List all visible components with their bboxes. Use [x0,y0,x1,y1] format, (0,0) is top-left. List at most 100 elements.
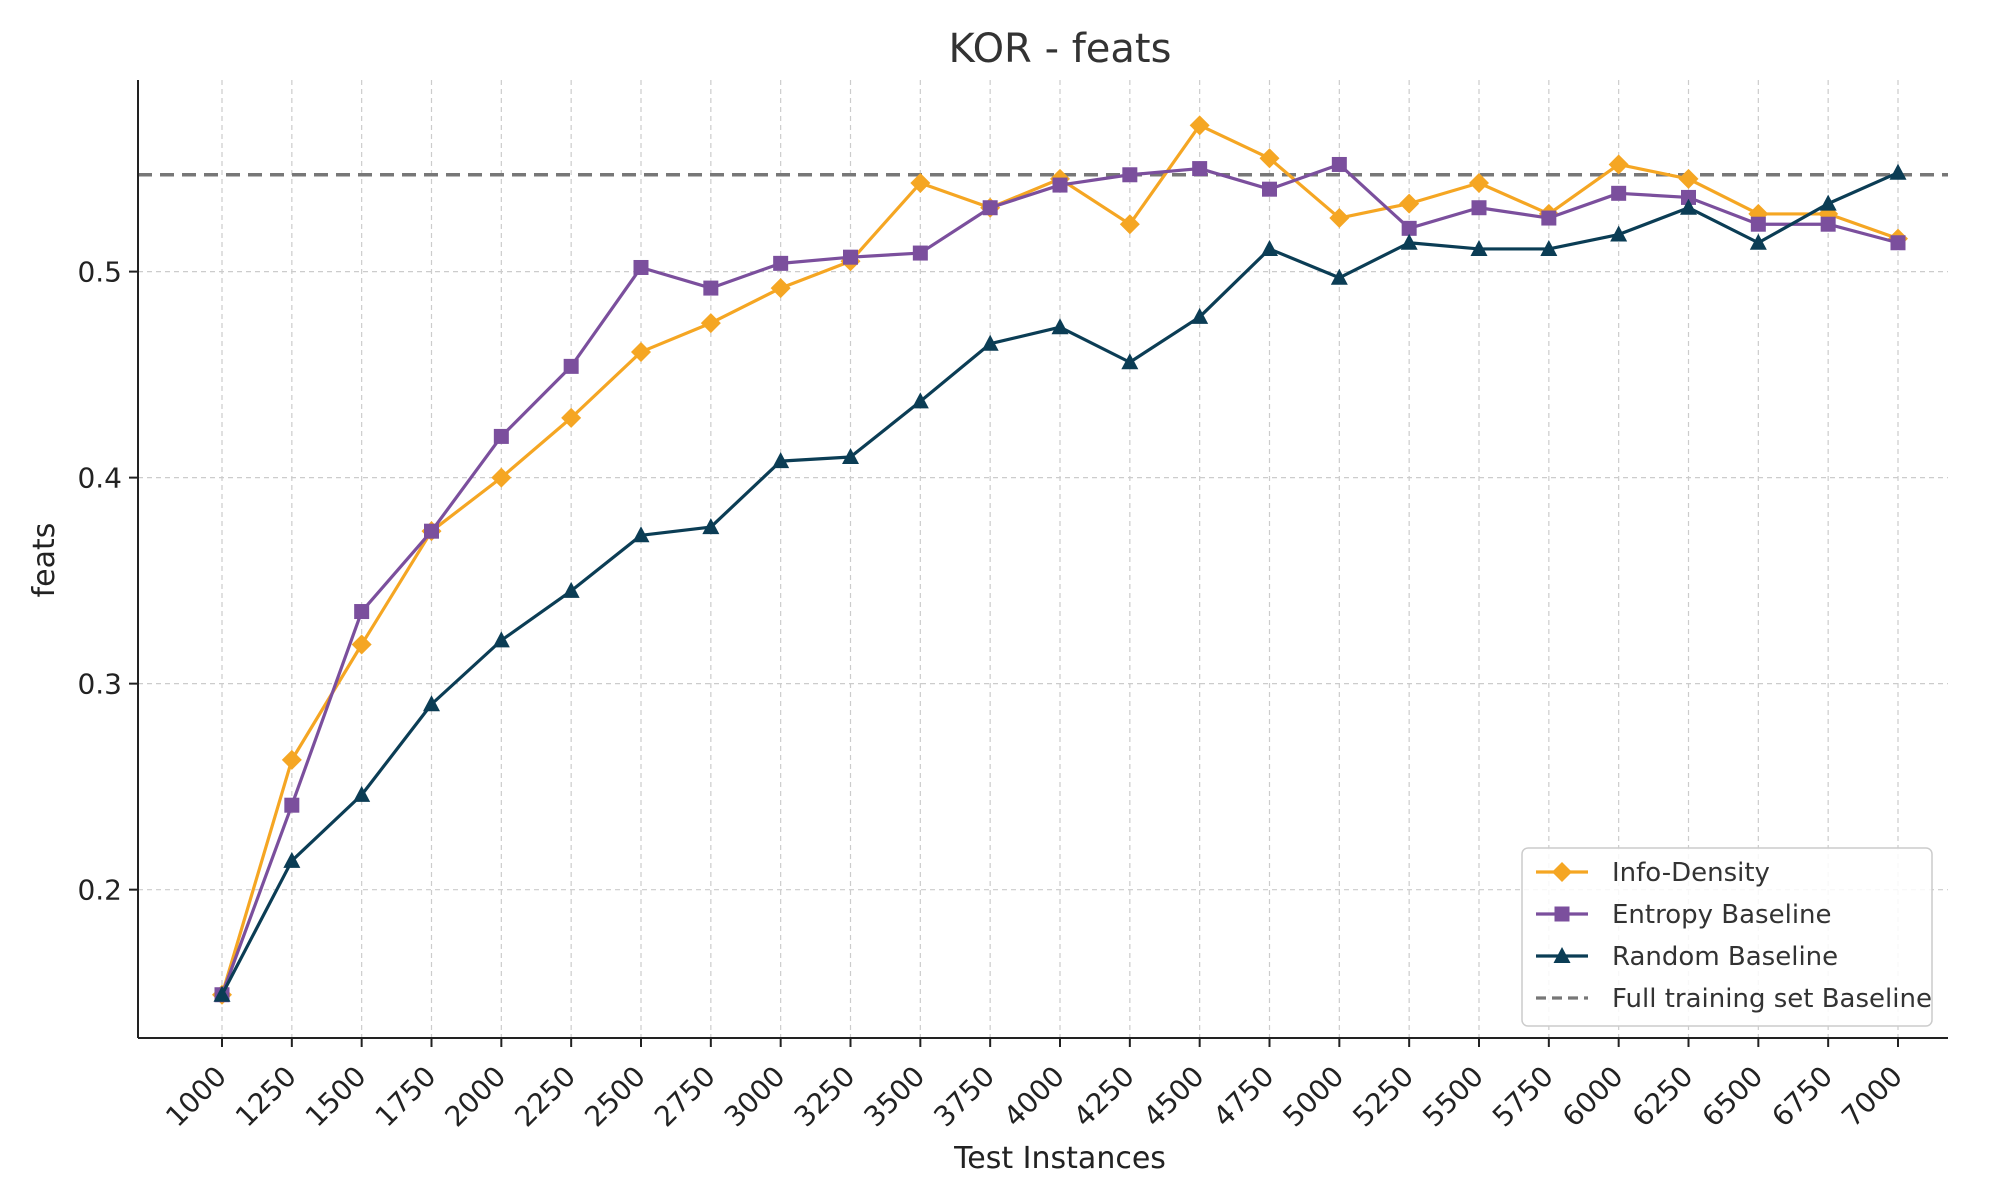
data-point-entropy-baseline [563,358,579,374]
data-point-random-baseline [911,392,929,409]
data-point-entropy-baseline [284,797,300,813]
data-point-random-baseline [842,448,859,465]
legend-item-entropy-baseline: Entropy Baseline [1536,900,1832,930]
data-point-entropy-baseline [1262,181,1277,197]
legend-marker [1552,862,1572,882]
data-point-info-density [631,341,651,362]
data-point-random-baseline [1051,318,1069,335]
legend-label: Entropy Baseline [1612,900,1832,930]
data-point-info-density [700,313,721,334]
data-point-info-density [1608,154,1629,175]
x-tick-label: 1000 [159,1060,233,1134]
data-point-entropy-baseline [982,200,998,216]
x-tick-label: 4250 [1067,1060,1141,1134]
x-tick-label: 4500 [1137,1060,1211,1134]
x-tick-label: 3000 [718,1060,792,1134]
y-ticks: 0.2 0.3 0.4 0.5 [77,256,138,907]
data-point-entropy-baseline [1192,161,1208,177]
y-tick-label: 0.3 [77,668,122,701]
data-point-random-baseline [1330,268,1348,285]
data-point-random-baseline [562,581,580,598]
data-point-entropy-baseline [1820,216,1836,232]
data-point-random-baseline [1610,225,1628,242]
x-tick-label: 2500 [578,1060,652,1134]
data-point-random-baseline [492,631,510,648]
data-point-entropy-baseline [354,604,370,620]
legend: Info-Density Entropy Baseline Random Basel… [1521,847,1933,1027]
x-tick-label: 2000 [439,1060,513,1134]
data-point-random-baseline [632,526,650,543]
grid-lines [138,80,1948,1038]
legend-label: Full training set Baseline [1612,984,1932,1014]
y-tick-label: 0.2 [77,874,122,907]
data-point-info-density [910,173,931,194]
legend-item-random-baseline: Random Baseline [1536,942,1838,972]
x-tick-label: 3750 [927,1060,1001,1134]
x-tick-label: 2250 [508,1060,582,1134]
data-point-random-baseline [283,851,301,868]
data-point-random-baseline [423,695,440,712]
x-tick-label: 5250 [1346,1060,1420,1134]
data-point-random-baseline [1680,198,1697,215]
data-point-entropy-baseline [912,245,928,261]
data-point-entropy-baseline [1331,156,1347,172]
data-point-entropy-baseline [424,523,439,539]
data-point-random-baseline [213,985,231,1002]
data-point-entropy-baseline [1401,220,1417,236]
data-point-info-density [1259,148,1280,169]
x-tick-label: 4750 [1207,1060,1281,1134]
y-tick-label: 0.4 [77,462,122,495]
data-point-random-baseline [1191,307,1209,324]
x-tick-label: 5500 [1416,1060,1490,1134]
x-tick-label: 6750 [1765,1060,1839,1134]
y-tick-label: 0.5 [77,256,122,289]
data-point-info-density [1399,193,1420,214]
data-point-entropy-baseline [1750,216,1766,232]
data-point-random-baseline [702,518,720,535]
x-tick-label: 5000 [1277,1060,1351,1134]
x-tick-label: 1500 [299,1060,373,1134]
x-tick-label: 2750 [648,1060,722,1134]
x-tick-label: 3500 [858,1060,932,1134]
legend-label: Info-Density [1612,858,1770,888]
legend-label: Random Baseline [1612,942,1838,972]
data-point-info-density [1329,208,1350,229]
x-tick-label: 3250 [788,1060,862,1134]
data-point-info-density [1469,173,1489,194]
legend-item-full-training-set-baseline: Full training set Baseline [1536,984,1932,1014]
data-point-info-density [351,634,372,655]
chart-title: KOR - feats [949,26,1172,72]
data-point-entropy-baseline [1890,235,1906,251]
x-axis-label: Test Instances [953,1141,1166,1176]
legend-marker [1553,947,1571,963]
data-point-entropy-baseline [703,280,719,296]
x-tick-label: 6250 [1626,1060,1700,1134]
data-point-entropy-baseline [1611,185,1627,201]
data-point-random-baseline [1400,233,1418,250]
data-point-entropy-baseline [633,259,649,275]
series-random-baseline [213,163,1907,1002]
data-point-random-baseline [1470,239,1488,256]
data-point-entropy-baseline [1052,177,1068,193]
legend-item-info-density: Info-Density [1536,858,1770,888]
data-point-random-baseline [1749,233,1767,250]
data-point-info-density [1119,214,1140,235]
data-point-info-density [1189,115,1210,136]
legend-marker [1554,906,1570,922]
data-point-random-baseline [772,452,790,469]
data-point-info-density [770,278,791,299]
axes [137,80,1948,1039]
data-point-random-baseline [1819,194,1837,211]
legend-frame [1521,847,1933,1027]
data-point-info-density [1678,168,1699,189]
x-tick-label: 7000 [1835,1060,1909,1134]
data-point-entropy-baseline [1122,167,1138,183]
y-axis-label: feats [27,523,62,598]
x-tick-label: 1750 [369,1060,443,1134]
data-point-random-baseline [1121,353,1139,370]
data-point-info-density [561,407,582,428]
data-point-entropy-baseline [843,249,858,265]
data-point-entropy-baseline [773,255,789,271]
data-point-entropy-baseline [1471,200,1487,216]
